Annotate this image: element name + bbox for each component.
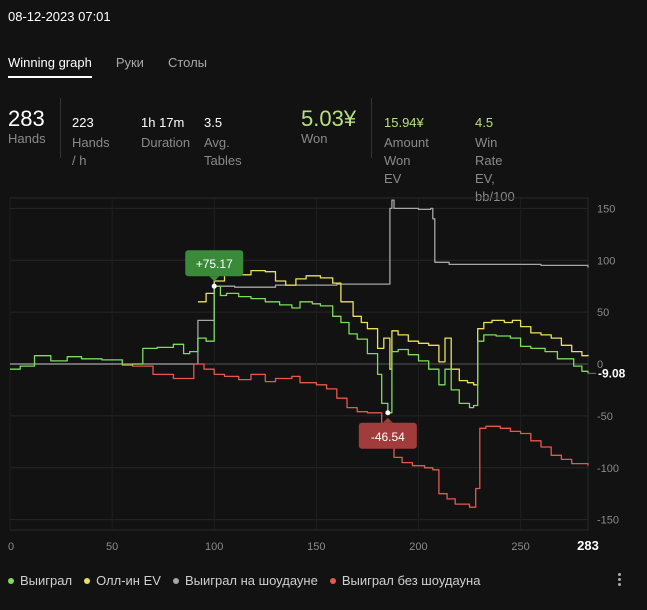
legend-label-allin-ev: Олл-ин EV (96, 573, 161, 588)
final-value-label: -9.08 (598, 366, 626, 380)
winning-chart-svg: 150 100 50 0 -50 -100 -150 0 50 100 150 200 250 283 -9… (8, 197, 626, 553)
tab-hands[interactable]: Руки (115, 55, 144, 70)
tab-bar: Winning graph Руки Столы (8, 55, 231, 78)
stats-divider (60, 98, 61, 158)
tab-winning-graph[interactable]: Winning graph (8, 55, 92, 78)
x-tick-label: 0 (8, 541, 14, 553)
stat-avg-tables-value: 3.5 (204, 115, 223, 130)
chart-legend: Выиграл Олл-ин EV Выиграл на шоудауне Вы… (8, 573, 492, 588)
x-end-label: 283 (577, 538, 599, 553)
legend-label-non-showdown: Выиграл без шоудауна (341, 573, 481, 588)
stat-duration: 1h 17m Duration (141, 114, 190, 152)
legend-item-allin-ev[interactable]: Олл-ин EV (84, 573, 161, 588)
legend-item-non-showdown[interactable]: Выиграл без шоудауна (329, 573, 481, 588)
y-tick-label: 0 (597, 359, 603, 371)
stat-win-rate-ev: 4.5 Win Rate EV, bb/100 (475, 114, 515, 206)
series-line (197, 269, 589, 386)
series-line (122, 363, 589, 508)
stat-win-rate-ev-label-2: bb/100 (475, 189, 515, 204)
y-tick-label: 150 (597, 203, 615, 215)
stat-duration-label: Duration (141, 135, 191, 150)
y-tick-label: -150 (597, 515, 619, 527)
stat-won: 5.03¥ Won (301, 104, 356, 148)
legend-dot-non-showdown (329, 577, 336, 584)
stat-won-value: 5.03¥ (301, 106, 357, 131)
tab-tables[interactable]: Столы (167, 55, 208, 70)
stat-amount-won-ev-value: 15.94¥ (384, 115, 424, 130)
stat-win-rate-ev-label-1: Win Rate EV, (475, 135, 503, 186)
session-datetime: 08-12-2023 07:01 (8, 9, 111, 24)
max-point-marker (211, 283, 217, 289)
min-badge-label: -46.54 (371, 430, 405, 444)
y-tick-label: 100 (597, 255, 615, 267)
stat-win-rate-ev-value: 4.5 (475, 115, 494, 130)
y-tick-label: -100 (597, 463, 619, 475)
min-badge (358, 422, 417, 449)
min-badge-pointer (382, 417, 393, 423)
max-badge (185, 250, 244, 277)
stat-won-label: Won (301, 131, 328, 146)
x-tick-label: 150 (307, 541, 325, 553)
stat-amount-won-ev-label-1: Amount Won (384, 135, 429, 168)
series-line (10, 199, 589, 365)
stat-avg-tables-label: Avg. Tables (204, 135, 242, 168)
legend-label-won: Выиграл (20, 573, 73, 588)
max-badge-pointer (209, 276, 220, 282)
stats-divider (371, 98, 372, 158)
legend-dot-won (8, 577, 14, 584)
x-tick-label: 50 (106, 541, 118, 553)
y-tick-label: 50 (597, 307, 609, 319)
stat-avg-tables: 3.5 Avg. Tables (204, 114, 242, 170)
x-tick-label: 100 (205, 541, 223, 553)
legend-item-showdown[interactable]: Выиграл на шоудауне (172, 573, 318, 588)
stat-hands-per-hour-label: Hands / h (72, 135, 110, 168)
stat-hands: 283 Hands (8, 104, 46, 148)
stat-duration-value: 1h 17m (141, 115, 185, 130)
y-tick-label: -50 (597, 411, 613, 423)
x-tick-label: 250 (511, 541, 529, 553)
legend-dot-allin-ev (84, 577, 91, 584)
stat-amount-won-ev-label-2: EV (384, 171, 402, 186)
stat-hands-per-hour: 223 Hands / h (72, 114, 110, 170)
series-line (10, 285, 589, 414)
legend-dot-showdown (172, 577, 179, 584)
x-tick-label: 200 (409, 541, 427, 553)
legend-label-showdown: Выиграл на шоудауне (184, 573, 318, 588)
stat-hands-value: 283 (8, 106, 45, 131)
max-badge-label: +75.17 (196, 257, 233, 271)
min-point-marker (385, 410, 391, 416)
stat-amount-won-ev: 15.94¥ Amount Won EV (384, 114, 429, 188)
more-vertical-icon[interactable] (612, 569, 626, 589)
winning-chart[interactable]: 150 100 50 0 -50 -100 -150 0 50 100 150 200 250 283 -9… (0, 190, 647, 560)
stat-hands-label: Hands (8, 131, 46, 146)
stat-hands-per-hour-value: 223 (72, 115, 94, 130)
legend-item-won[interactable]: Выиграл (8, 573, 72, 588)
